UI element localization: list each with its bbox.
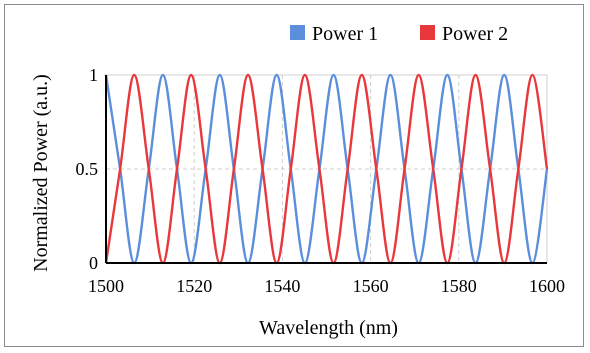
y-tick-label: 1 <box>89 65 98 85</box>
x-tick-label: 1580 <box>441 276 477 296</box>
series-line-1 <box>104 73 549 265</box>
series-lines <box>104 73 549 265</box>
legend-label-power-2: Power 2 <box>442 23 508 45</box>
legend: Power 1 Power 2 <box>290 23 508 45</box>
y-tick-label: 0.5 <box>76 159 99 179</box>
x-tick-label: 1500 <box>88 276 124 296</box>
x-tick-label: 1560 <box>353 276 389 296</box>
x-tick-label: 1540 <box>264 276 300 296</box>
x-axis-title: Wavelength (nm) <box>259 317 398 339</box>
y-tick-labels: 00.51 <box>76 65 99 273</box>
legend-swatch-power-2 <box>420 25 435 40</box>
legend-swatch-power-1 <box>290 25 305 40</box>
series-line-2 <box>104 73 549 265</box>
y-axis-title: Normalized Power (a.u.) <box>30 74 52 272</box>
x-tick-label: 1600 <box>529 276 565 296</box>
y-tick-label: 0 <box>89 253 98 273</box>
x-tick-label: 1520 <box>176 276 212 296</box>
x-tick-labels: 1500 1520 1540 1560 1580 1600 <box>88 276 565 296</box>
legend-label-power-1: Power 1 <box>312 23 378 45</box>
